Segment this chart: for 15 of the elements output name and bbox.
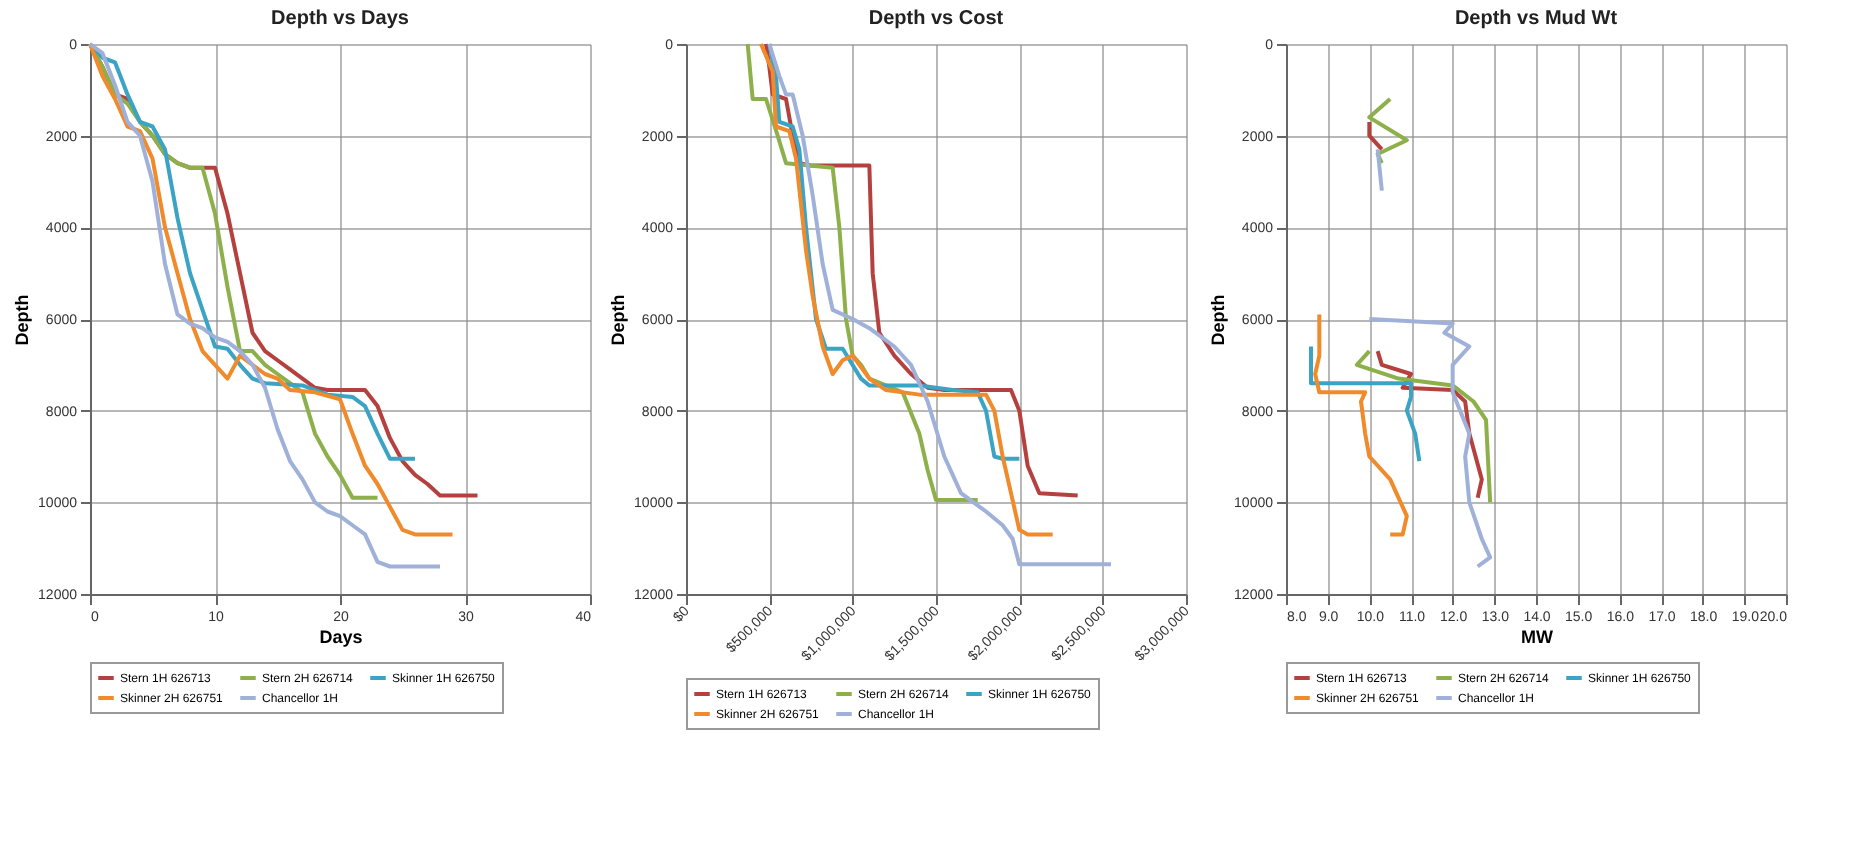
line-series — [745, 42, 980, 503]
x-axis-title: Days — [319, 627, 363, 647]
chart-title: Depth vs Mud Wt — [1454, 8, 1619, 30]
y-axis-title: Depth — [1208, 294, 1229, 346]
line-series — [1309, 344, 1422, 464]
y-axis-title: Depth — [608, 294, 629, 346]
chart-title: Depth vs Days — [271, 8, 410, 30]
y-axis-title: Depth — [12, 294, 33, 346]
line-series — [759, 42, 1055, 537]
line-series — [1313, 312, 1409, 537]
line-series — [767, 42, 1113, 567]
x-axis-title: MW — [1521, 627, 1554, 647]
line-series — [764, 42, 1080, 498]
line-series — [767, 42, 1022, 461]
chart-title: Depth vs Cost — [868, 8, 1005, 30]
